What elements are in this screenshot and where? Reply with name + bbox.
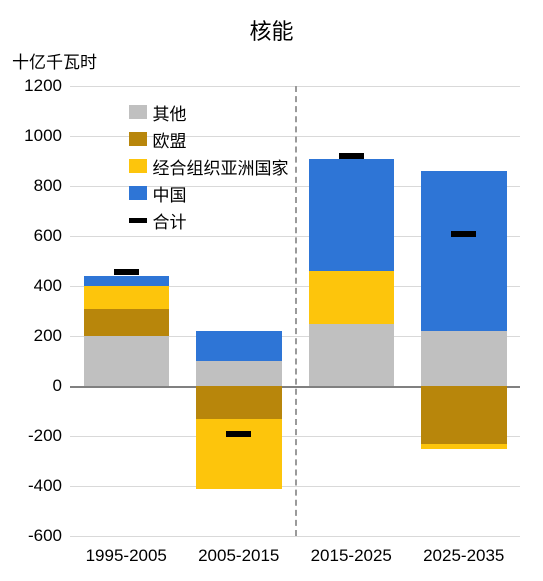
y-tick-label: 800: [34, 176, 70, 196]
legend-item: 欧盟: [129, 127, 289, 152]
y-tick-label: 1000: [24, 126, 70, 146]
y-axis-unit: 十亿千瓦时: [12, 48, 97, 73]
bar-segment-oecd: [196, 419, 282, 489]
x-tick-label: 2015-2025: [311, 536, 392, 566]
legend-label: 经合组织亚洲国家: [153, 154, 289, 179]
bar-segment-china: [196, 331, 282, 361]
plot-area: -600-400-2000200400600800100012001995-20…: [70, 86, 520, 536]
bar-segment-other: [309, 324, 395, 387]
y-tick-label: 0: [53, 376, 70, 396]
y-tick-label: -400: [28, 476, 70, 496]
legend-item: 其他: [129, 100, 289, 125]
bar-segment-oecd: [421, 444, 507, 449]
bar-segment-eu: [421, 386, 507, 444]
y-tick-label: -600: [28, 526, 70, 546]
legend-label: 合计: [153, 208, 187, 233]
total-marker: [339, 153, 364, 159]
y-tick-label: 200: [34, 326, 70, 346]
total-marker: [226, 431, 251, 437]
bar-segment-oecd: [84, 286, 170, 309]
chart-title: 核能: [0, 14, 543, 46]
bar-segment-other: [196, 361, 282, 386]
legend-item: 合计: [129, 208, 289, 233]
legend-line-marker: [129, 218, 147, 223]
legend-label: 中国: [153, 181, 187, 206]
y-tick-label: 400: [34, 276, 70, 296]
legend-item: 中国: [129, 181, 289, 206]
total-marker: [451, 231, 476, 237]
y-tick-label: 600: [34, 226, 70, 246]
bar-segment-other: [421, 331, 507, 386]
bar-segment-eu: [196, 386, 282, 419]
bar-segment-china: [84, 276, 170, 286]
legend-swatch: [129, 186, 147, 200]
y-tick-label: 1200: [24, 76, 70, 96]
legend-label: 其他: [153, 100, 187, 125]
bar-segment-eu: [84, 309, 170, 337]
legend-label: 欧盟: [153, 127, 187, 152]
x-tick-label: 2005-2015: [198, 536, 279, 566]
legend: 其他欧盟经合组织亚洲国家中国合计: [129, 100, 289, 235]
bar-segment-other: [84, 336, 170, 386]
legend-swatch: [129, 159, 147, 173]
bar-segment-oecd: [309, 271, 395, 324]
x-tick-label: 2025-2035: [423, 536, 504, 566]
period-divider: [295, 86, 297, 536]
legend-item: 经合组织亚洲国家: [129, 154, 289, 179]
legend-swatch: [129, 132, 147, 146]
x-tick-label: 1995-2005: [86, 536, 167, 566]
total-marker: [114, 269, 139, 275]
y-tick-label: -200: [28, 426, 70, 446]
chart-container: 核能 十亿千瓦时 -600-400-2000200400600800100012…: [0, 0, 543, 581]
bar-segment-china: [309, 159, 395, 272]
bar-segment-china: [421, 171, 507, 331]
legend-swatch: [129, 105, 147, 119]
